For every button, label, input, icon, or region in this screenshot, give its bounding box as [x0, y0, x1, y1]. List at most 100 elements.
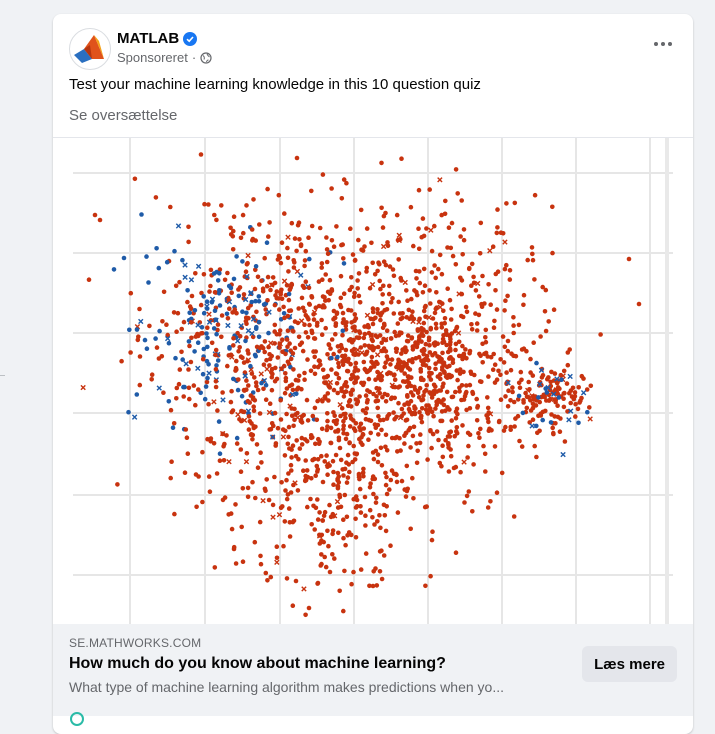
scatter-point [379, 205, 384, 211]
scatter-point [368, 481, 373, 486]
scatter-point [457, 367, 463, 372]
scatter-point [186, 239, 191, 245]
scatter-point [329, 337, 335, 342]
scatter-point [391, 410, 396, 415]
scatter-point [149, 377, 154, 382]
scatter-point [458, 234, 463, 239]
scatter-point [325, 528, 330, 534]
learn-more-button[interactable]: Læs mere [582, 646, 677, 682]
scatter-point [392, 435, 398, 441]
scatter-point [348, 376, 354, 382]
scatter-point [287, 534, 293, 539]
more-options-icon[interactable] [649, 34, 677, 54]
scatter-point [348, 413, 353, 418]
scatter-point [492, 362, 498, 367]
scatter-point [334, 311, 340, 316]
scatter-point [509, 351, 514, 356]
scatter-point [497, 418, 502, 424]
scatter-point [356, 237, 361, 243]
scatter-point [183, 427, 189, 432]
scatter-point [179, 349, 184, 355]
sponsored-post-card: MATLAB Sponsoreret · Test your machine l… [53, 14, 693, 734]
scatter-point [441, 308, 446, 314]
scatter-point-x [80, 384, 86, 391]
scatter-point [418, 369, 424, 374]
scatter-point [263, 382, 269, 388]
scatter-point [232, 307, 238, 312]
scatter-point [284, 576, 290, 581]
scatter-point [290, 387, 296, 393]
scatter-point [438, 388, 444, 393]
scatter-point [465, 455, 470, 460]
scatter-point [333, 371, 339, 376]
scatter-point [358, 207, 364, 213]
scatter-point-x [428, 227, 434, 233]
scatter-point-x [206, 319, 213, 325]
scatter-point [477, 435, 482, 441]
scatter-point [404, 417, 410, 423]
scatter-point [450, 357, 456, 362]
scatter-point [549, 369, 554, 375]
scatter-point [598, 332, 603, 337]
scatter-point [379, 160, 384, 166]
see-translation-link[interactable]: Se oversættelse [69, 107, 178, 124]
page-name[interactable]: MATLAB [117, 30, 180, 47]
scatter-point [440, 350, 445, 356]
scatter-point [471, 274, 476, 280]
post-image[interactable] [53, 137, 693, 625]
link-title[interactable]: How much do you know about machine learn… [69, 655, 446, 672]
scatter-point [440, 443, 445, 449]
scatter-point [403, 430, 409, 436]
sponsored-label[interactable]: Sponsoreret [117, 50, 188, 65]
scatter-point [358, 440, 364, 445]
scatter-point [296, 385, 301, 391]
scatter-point [126, 409, 131, 415]
scatter-point [436, 437, 441, 443]
scatter-point-x [242, 296, 249, 303]
scatter-point-x [245, 252, 251, 259]
scatter-point [548, 384, 553, 389]
scatter-point [274, 376, 280, 382]
scatter-point [424, 383, 430, 388]
scatter-point [357, 394, 362, 399]
scatter-point [306, 285, 312, 291]
scatter-point [253, 380, 259, 385]
scatter-point [587, 405, 592, 410]
scatter-point [186, 367, 191, 372]
scatter-point [315, 320, 320, 326]
scatter-point [205, 344, 210, 350]
scatter-point [286, 424, 292, 430]
scatter-point [464, 389, 469, 395]
scatter-point [268, 287, 273, 293]
scatter-point [281, 304, 286, 310]
scatter-point [147, 323, 152, 329]
scatter-point [463, 304, 469, 310]
scatter-point [214, 269, 219, 275]
scatter-point [266, 344, 271, 350]
scatter-point [464, 493, 470, 499]
scatter-point [428, 301, 433, 306]
scatter-point [429, 371, 434, 376]
scatter-point [246, 427, 252, 432]
link-preview[interactable]: SE.MATHWORKS.COM How much do you know ab… [53, 624, 693, 716]
page-avatar[interactable] [69, 28, 111, 70]
scatter-point-x [266, 309, 272, 315]
scatter-point [430, 316, 436, 321]
scatter-point [214, 217, 219, 223]
scatter-point [307, 322, 312, 328]
scatter-point [136, 334, 141, 339]
scatter-point [319, 265, 325, 270]
scatter-point [331, 351, 337, 357]
scatter-point [405, 384, 410, 389]
scatter-point [308, 496, 313, 502]
scatter-point [283, 375, 289, 381]
scatter-point [417, 335, 422, 340]
scatter-point [301, 468, 306, 474]
scatter-point [430, 529, 435, 534]
scatter-point [446, 441, 451, 446]
scatter-point [504, 262, 509, 268]
scatter-point [169, 459, 174, 465]
scatter-point [490, 244, 496, 249]
scatter-point [507, 268, 513, 273]
scatter-point [461, 397, 467, 402]
